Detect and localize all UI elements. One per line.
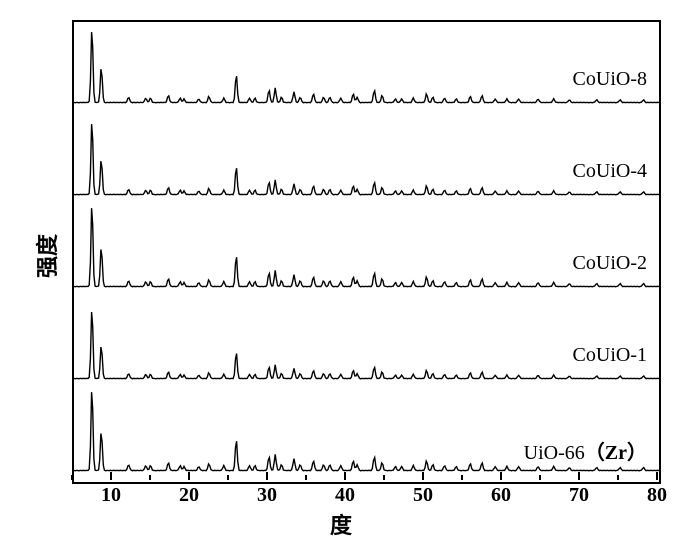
xrd-chart: 强度 10 20 30 40 50 60 70 80 度 CoUiO-8 CoUiO-4 CoUi…: [0, 0, 682, 539]
x-tick-major: [500, 472, 502, 480]
series-label: CoUiO-2: [573, 252, 647, 275]
series-label-main: UiO-66: [524, 442, 585, 464]
x-tick-label: 70: [569, 484, 589, 507]
x-tick-minor: [539, 475, 541, 480]
series-label-main: CoUiO-2: [573, 252, 647, 274]
series-label: UiO-66（Zr）: [524, 436, 647, 465]
plot-svg: [74, 22, 659, 482]
series-label-main: CoUiO-8: [573, 68, 647, 90]
x-tick-minor: [617, 475, 619, 480]
series-label: CoUiO-4: [573, 160, 647, 183]
x-tick-label: 10: [101, 484, 121, 507]
x-tick-label: 60: [491, 484, 511, 507]
x-tick-label: 30: [257, 484, 277, 507]
series-label-main: CoUiO-4: [573, 160, 647, 182]
x-tick-major: [188, 472, 190, 480]
x-tick-minor: [149, 475, 151, 480]
series-label-suffix: （Zr）: [585, 442, 647, 464]
x-tick-major: [422, 472, 424, 480]
series-label: CoUiO-8: [573, 68, 647, 91]
x-tick-minor: [305, 475, 307, 480]
x-tick-major: [656, 472, 658, 480]
spectrum-line: [74, 312, 659, 379]
x-tick-major: [110, 472, 112, 480]
spectrum-line: [74, 32, 659, 103]
x-tick-label: 50: [413, 484, 433, 507]
y-axis-label: 强度: [30, 226, 62, 286]
x-tick-major: [578, 472, 580, 480]
series-label: CoUiO-1: [573, 344, 647, 367]
x-tick-major: [344, 472, 346, 480]
x-tick-label: 20: [179, 484, 199, 507]
spectrum-line: [74, 124, 659, 195]
spectrum-line: [74, 208, 659, 287]
x-tick-label: 40: [335, 484, 355, 507]
x-tick-minor: [461, 475, 463, 480]
x-axis-label: 度: [0, 508, 682, 540]
series-label-main: CoUiO-1: [573, 344, 647, 366]
x-tick-label: 80: [647, 484, 667, 507]
x-tick-major: [266, 472, 268, 480]
x-tick-minor: [383, 475, 385, 480]
x-tick-minor: [71, 475, 73, 480]
x-tick-minor: [227, 475, 229, 480]
